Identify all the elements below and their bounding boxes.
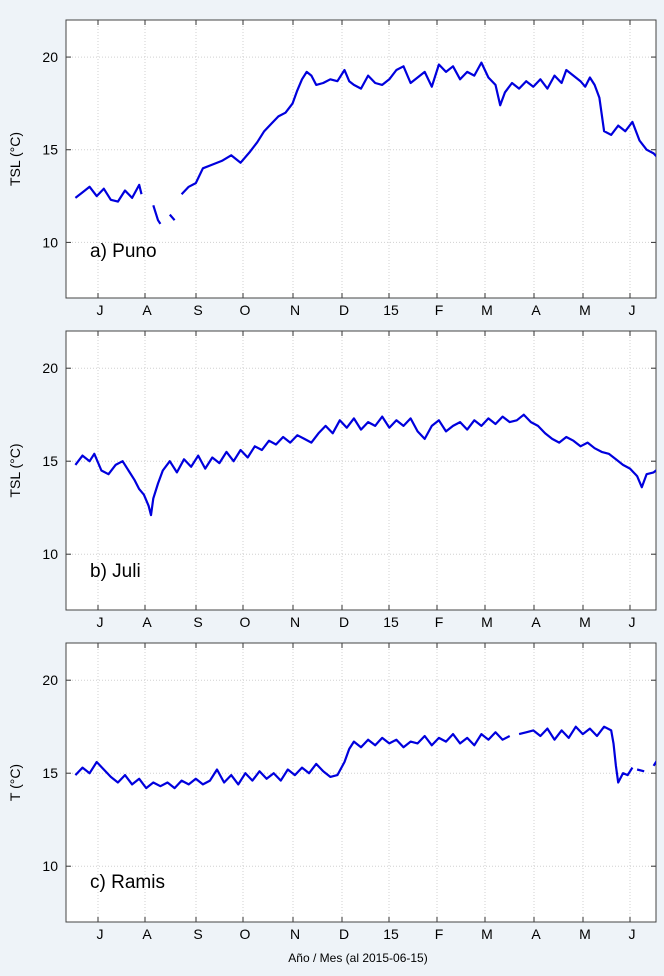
x-tick-label: O [240, 614, 251, 630]
y-tick-label: 15 [42, 142, 58, 158]
y-tick-label: 20 [42, 672, 58, 688]
plot-area [66, 643, 656, 922]
x-axis-title: Año / Mes (al 2015-06-15) [288, 951, 427, 965]
x-tick-label: M [481, 302, 493, 318]
x-tick-label: N [290, 926, 300, 942]
panel-1: 10 15 20 J A S O N D 15 F M A M J TSL (°C) a) Puno [7, 19, 657, 318]
y-tick-label: 20 [42, 49, 58, 65]
x-tick-label: M [579, 926, 591, 942]
y-tick-label: 10 [42, 234, 58, 250]
x-tick-label: M [481, 614, 493, 630]
panel-label: b) Juli [90, 561, 141, 582]
x-tick-label: A [531, 614, 541, 630]
series-line [74, 413, 656, 517]
y-axis-label: TSL (°C) [7, 443, 23, 497]
y-tick-label: 15 [42, 453, 58, 469]
y-tick-label: 10 [42, 858, 58, 874]
x-tick-label: M [579, 614, 591, 630]
axes-frame [65, 19, 657, 299]
y-tick-label: 15 [42, 765, 58, 781]
panel-2: 10 15 20 J A S O N D 15 F M A M J TSL (°C) b) Juli [7, 330, 657, 630]
x-tick-label: N [290, 302, 300, 318]
x-tick-label: A [531, 302, 541, 318]
x-tick-label: F [435, 926, 444, 942]
x-tick-label: D [339, 302, 349, 318]
x-tick-label: A [531, 926, 541, 942]
x-tick-label: D [339, 926, 349, 942]
series-line [74, 61, 656, 225]
x-tick-label: 15 [383, 614, 399, 630]
x-tick-label: M [481, 926, 493, 942]
x-tick-label: J [97, 926, 104, 942]
x-tick-label: A [142, 926, 152, 942]
x-tick-label: A [142, 614, 152, 630]
x-tick-label: N [290, 614, 300, 630]
x-tick-label: O [240, 302, 251, 318]
x-tick-label: S [193, 302, 202, 318]
x-tick-label: A [142, 302, 152, 318]
x-tick-label: J [97, 302, 104, 318]
x-tick-label: M [579, 302, 591, 318]
x-tick-label: D [339, 614, 349, 630]
panel-3: 10 15 20 J A S O N D 15 F M A M J T (°C) c) Ramis [7, 642, 657, 942]
x-tick-label: J [97, 614, 104, 630]
x-tick-label: F [435, 614, 444, 630]
x-tick-label: J [629, 302, 636, 318]
panel-label: c) Ramis [90, 872, 165, 893]
y-tick-label: 10 [42, 546, 58, 562]
x-tick-label: 15 [383, 302, 399, 318]
x-tick-label: F [435, 302, 444, 318]
series-line [74, 725, 656, 790]
x-tick-label: O [240, 926, 251, 942]
y-tick-label: 20 [42, 360, 58, 376]
x-tick-label: J [629, 614, 636, 630]
y-axis-label: T (°C) [7, 764, 23, 801]
x-tick-label: 15 [383, 926, 399, 942]
axes-frame [65, 642, 657, 923]
plot-area [66, 331, 656, 610]
panel-label: a) Puno [90, 241, 157, 262]
y-axis-label: TSL (°C) [7, 132, 23, 186]
x-tick-label: S [193, 926, 202, 942]
x-tick-label: J [629, 926, 636, 942]
plot-area [66, 20, 656, 298]
x-tick-label: S [193, 614, 202, 630]
